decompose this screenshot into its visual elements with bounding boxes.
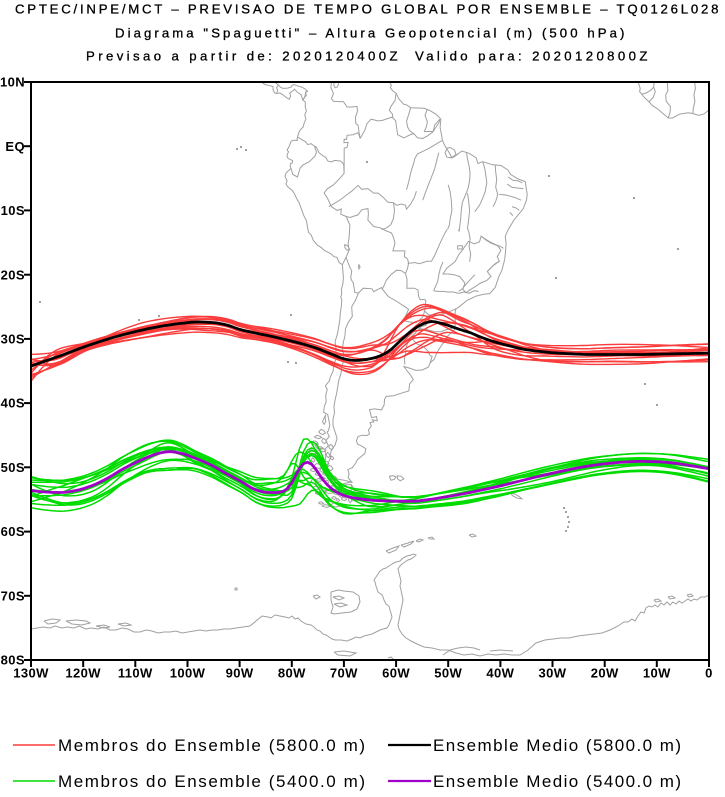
- svg-text:100W: 100W: [170, 666, 206, 681]
- svg-text:0: 0: [705, 666, 713, 681]
- svg-text:30W: 30W: [539, 666, 567, 681]
- svg-text:80W: 80W: [278, 666, 306, 681]
- svg-text:50W: 50W: [434, 666, 462, 681]
- svg-text:130W: 130W: [13, 666, 49, 681]
- svg-text:Diagrama "Spaguetti" – Altura: Diagrama "Spaguetti" – Altura Geopotenci…: [115, 25, 625, 40]
- svg-text:110W: 110W: [118, 666, 153, 681]
- svg-text:50S: 50S: [1, 460, 25, 475]
- svg-text:60W: 60W: [382, 666, 410, 681]
- svg-text:80S: 80S: [1, 653, 25, 668]
- svg-text:EQ: EQ: [5, 139, 25, 154]
- svg-text:20S: 20S: [1, 267, 25, 282]
- svg-text:10W: 10W: [643, 666, 671, 681]
- svg-text:Membros do Ensemble (5400.0 m): Membros do Ensemble (5400.0 m): [58, 772, 365, 791]
- svg-text:Membros do Ensemble (5800.0 m): Membros do Ensemble (5800.0 m): [58, 736, 365, 755]
- svg-text:40S: 40S: [1, 396, 25, 411]
- svg-text:70W: 70W: [330, 666, 358, 681]
- svg-text:CPTEC/INPE/MCT – PREVISAO DE T: CPTEC/INPE/MCT – PREVISAO DE TEMPO GLOBA…: [15, 1, 719, 16]
- svg-text:Ensemble Medio (5400.0 m): Ensemble Medio (5400.0 m): [433, 772, 681, 791]
- svg-text:20W: 20W: [591, 666, 619, 681]
- svg-text:120W: 120W: [65, 666, 101, 681]
- svg-text:30S: 30S: [1, 332, 25, 347]
- svg-text:70S: 70S: [1, 588, 25, 603]
- svg-text:90W: 90W: [226, 666, 254, 681]
- svg-text:Ensemble Medio (5800.0 m): Ensemble Medio (5800.0 m): [433, 736, 681, 755]
- svg-text:10N: 10N: [0, 75, 25, 90]
- svg-text:10S: 10S: [1, 203, 25, 218]
- svg-text:60S: 60S: [1, 524, 25, 539]
- svg-text:40W: 40W: [486, 666, 514, 681]
